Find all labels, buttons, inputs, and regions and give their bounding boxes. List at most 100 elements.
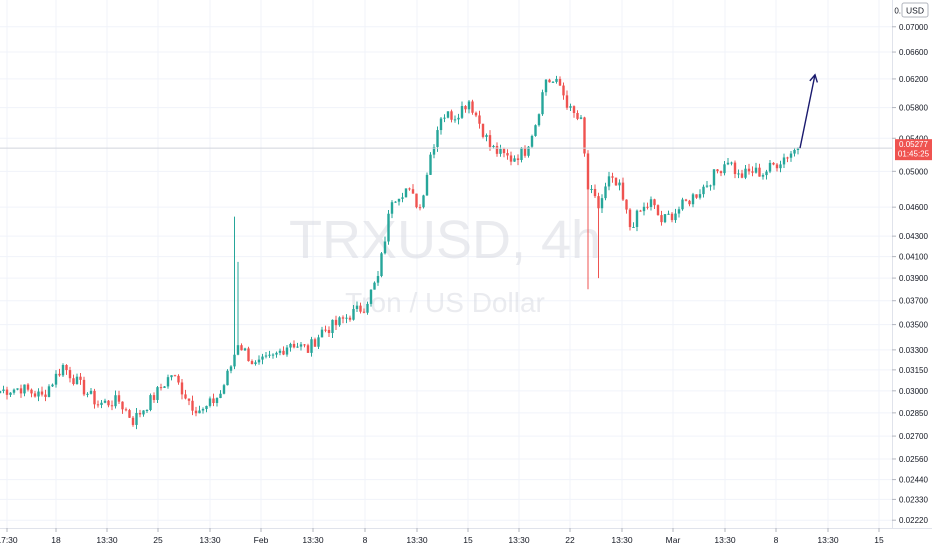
candle-body xyxy=(537,114,541,126)
candle xyxy=(520,146,523,163)
candle xyxy=(712,168,716,190)
candle xyxy=(212,393,215,407)
candle xyxy=(628,208,632,231)
currency-badge[interactable] xyxy=(901,2,929,18)
candle-body xyxy=(698,194,702,198)
candle-body xyxy=(544,79,548,93)
candle-body xyxy=(254,362,257,365)
candle xyxy=(737,169,740,179)
candle-body xyxy=(373,282,376,290)
candle xyxy=(303,344,306,348)
x-tick-label: 8 xyxy=(774,535,779,545)
candle xyxy=(362,308,366,314)
candle-body xyxy=(289,343,292,348)
candle xyxy=(12,388,16,395)
candle xyxy=(625,199,628,214)
candle xyxy=(96,400,100,408)
candle-body xyxy=(474,112,478,116)
candle xyxy=(439,116,443,135)
candle-body xyxy=(159,387,163,389)
candle-body xyxy=(523,147,527,156)
candle-body xyxy=(688,200,691,205)
candle-body xyxy=(478,115,481,124)
candle xyxy=(170,375,173,381)
candle xyxy=(523,145,527,158)
candle xyxy=(163,385,166,388)
candle xyxy=(590,184,593,194)
candle-body xyxy=(663,214,667,223)
x-tick-label: 13:30 xyxy=(611,535,633,545)
candle xyxy=(562,82,565,100)
candle xyxy=(695,194,698,199)
candle xyxy=(33,390,37,398)
candle-body xyxy=(758,167,761,177)
candle xyxy=(226,369,229,386)
candle-body xyxy=(124,409,128,411)
candle-body xyxy=(656,205,660,216)
candle xyxy=(369,289,373,307)
candle-body xyxy=(712,169,716,186)
candle-body xyxy=(565,95,569,108)
candle xyxy=(460,101,464,119)
candle xyxy=(534,124,537,137)
candle-body xyxy=(464,106,467,110)
projection-arrow[interactable] xyxy=(799,74,816,149)
candle xyxy=(569,103,572,112)
candle xyxy=(194,406,198,417)
candle-body xyxy=(432,146,436,155)
candle-body xyxy=(548,79,551,83)
candle xyxy=(334,315,338,330)
candle-body xyxy=(299,344,303,347)
candle xyxy=(464,105,467,113)
candle-body xyxy=(180,382,184,395)
candle-body xyxy=(733,162,737,175)
candle xyxy=(786,156,789,163)
candle xyxy=(502,147,506,158)
candle-body xyxy=(324,329,327,331)
candle xyxy=(233,216,236,370)
candle xyxy=(205,405,208,413)
candle xyxy=(152,392,156,403)
candle-body xyxy=(691,194,695,205)
candle-body xyxy=(173,375,177,377)
candle xyxy=(618,179,621,191)
candle xyxy=(250,359,254,365)
candle xyxy=(541,89,544,116)
candle-body xyxy=(607,176,611,187)
candle xyxy=(75,373,79,385)
candle-body xyxy=(285,347,289,355)
candle xyxy=(681,197,684,211)
candle xyxy=(677,206,681,218)
candle xyxy=(499,144,502,157)
candle-body xyxy=(642,206,646,212)
candle xyxy=(145,409,149,413)
price-axis[interactable]: 0.07000 0.06600 0.06200 0.05800 0.05400 0.050… xyxy=(892,0,928,528)
candle-body xyxy=(453,119,457,121)
candle xyxy=(488,130,492,151)
candle-body xyxy=(2,389,5,391)
x-tick-label: 22 xyxy=(565,535,575,545)
candle xyxy=(530,134,534,148)
candle xyxy=(779,160,782,173)
candle xyxy=(331,319,334,339)
candle-body xyxy=(786,157,789,159)
candle xyxy=(247,346,250,362)
candle xyxy=(474,111,478,118)
x-tick-label: 17:30 xyxy=(0,535,18,545)
candle xyxy=(236,261,240,356)
candle-body xyxy=(264,355,268,357)
candle xyxy=(222,383,226,395)
candle xyxy=(320,326,324,338)
time-axis[interactable]: 17:30 18 13:30 25 13:30 Feb 13:30 8 13:30 15 13:30… xyxy=(0,528,932,545)
candle-body xyxy=(411,189,415,194)
candle-body xyxy=(709,185,712,187)
candle-body xyxy=(541,92,544,115)
candle-body xyxy=(418,207,422,209)
candle-body xyxy=(247,348,250,362)
candle-body xyxy=(793,149,796,154)
candle xyxy=(387,210,390,245)
candle-body xyxy=(530,135,534,147)
candle-body xyxy=(754,167,758,173)
